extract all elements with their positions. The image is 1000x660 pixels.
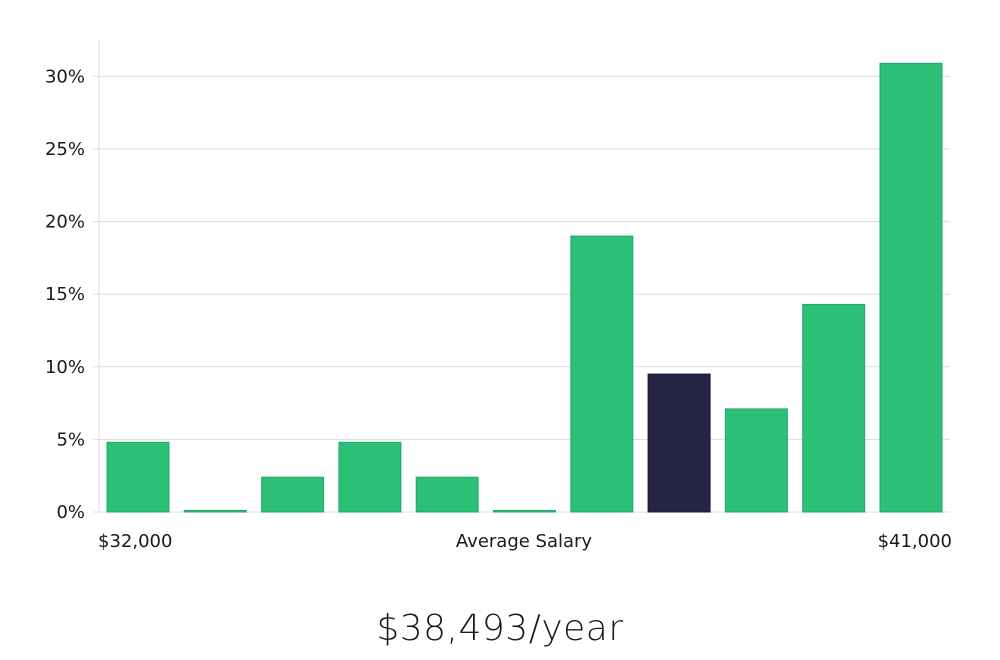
y-tick-label: 30% bbox=[45, 66, 85, 87]
y-tick-label: 25% bbox=[45, 139, 85, 160]
bars bbox=[106, 62, 943, 513]
average-salary-value: $38,493/year bbox=[376, 608, 624, 649]
x-max-label: $41,000 bbox=[878, 531, 952, 552]
bar-highlighted bbox=[647, 373, 711, 513]
y-tick-label: 0% bbox=[56, 502, 85, 523]
y-tick-label: 15% bbox=[45, 284, 85, 305]
bar bbox=[802, 303, 866, 513]
bar bbox=[261, 476, 325, 513]
x-axis-title: Average Salary bbox=[456, 531, 593, 552]
bar bbox=[183, 510, 247, 513]
salary-histogram-chart: 0% 5% 10% 15% 20% 25% 30% $32,000 Average Sala… bbox=[45, 40, 952, 552]
y-tick-label: 10% bbox=[45, 357, 85, 378]
bar bbox=[724, 408, 788, 513]
y-tick-label: 20% bbox=[45, 212, 85, 233]
x-min-label: $32,000 bbox=[98, 531, 172, 552]
bar bbox=[106, 441, 170, 513]
bar bbox=[493, 510, 556, 513]
y-tick-label: 5% bbox=[56, 429, 85, 450]
gridlines bbox=[99, 75, 950, 513]
bar bbox=[570, 235, 634, 513]
bar bbox=[415, 476, 479, 513]
bar bbox=[879, 62, 943, 513]
bar bbox=[338, 441, 402, 513]
y-axis-ticks: 0% 5% 10% 15% 20% 25% 30% bbox=[45, 66, 99, 523]
